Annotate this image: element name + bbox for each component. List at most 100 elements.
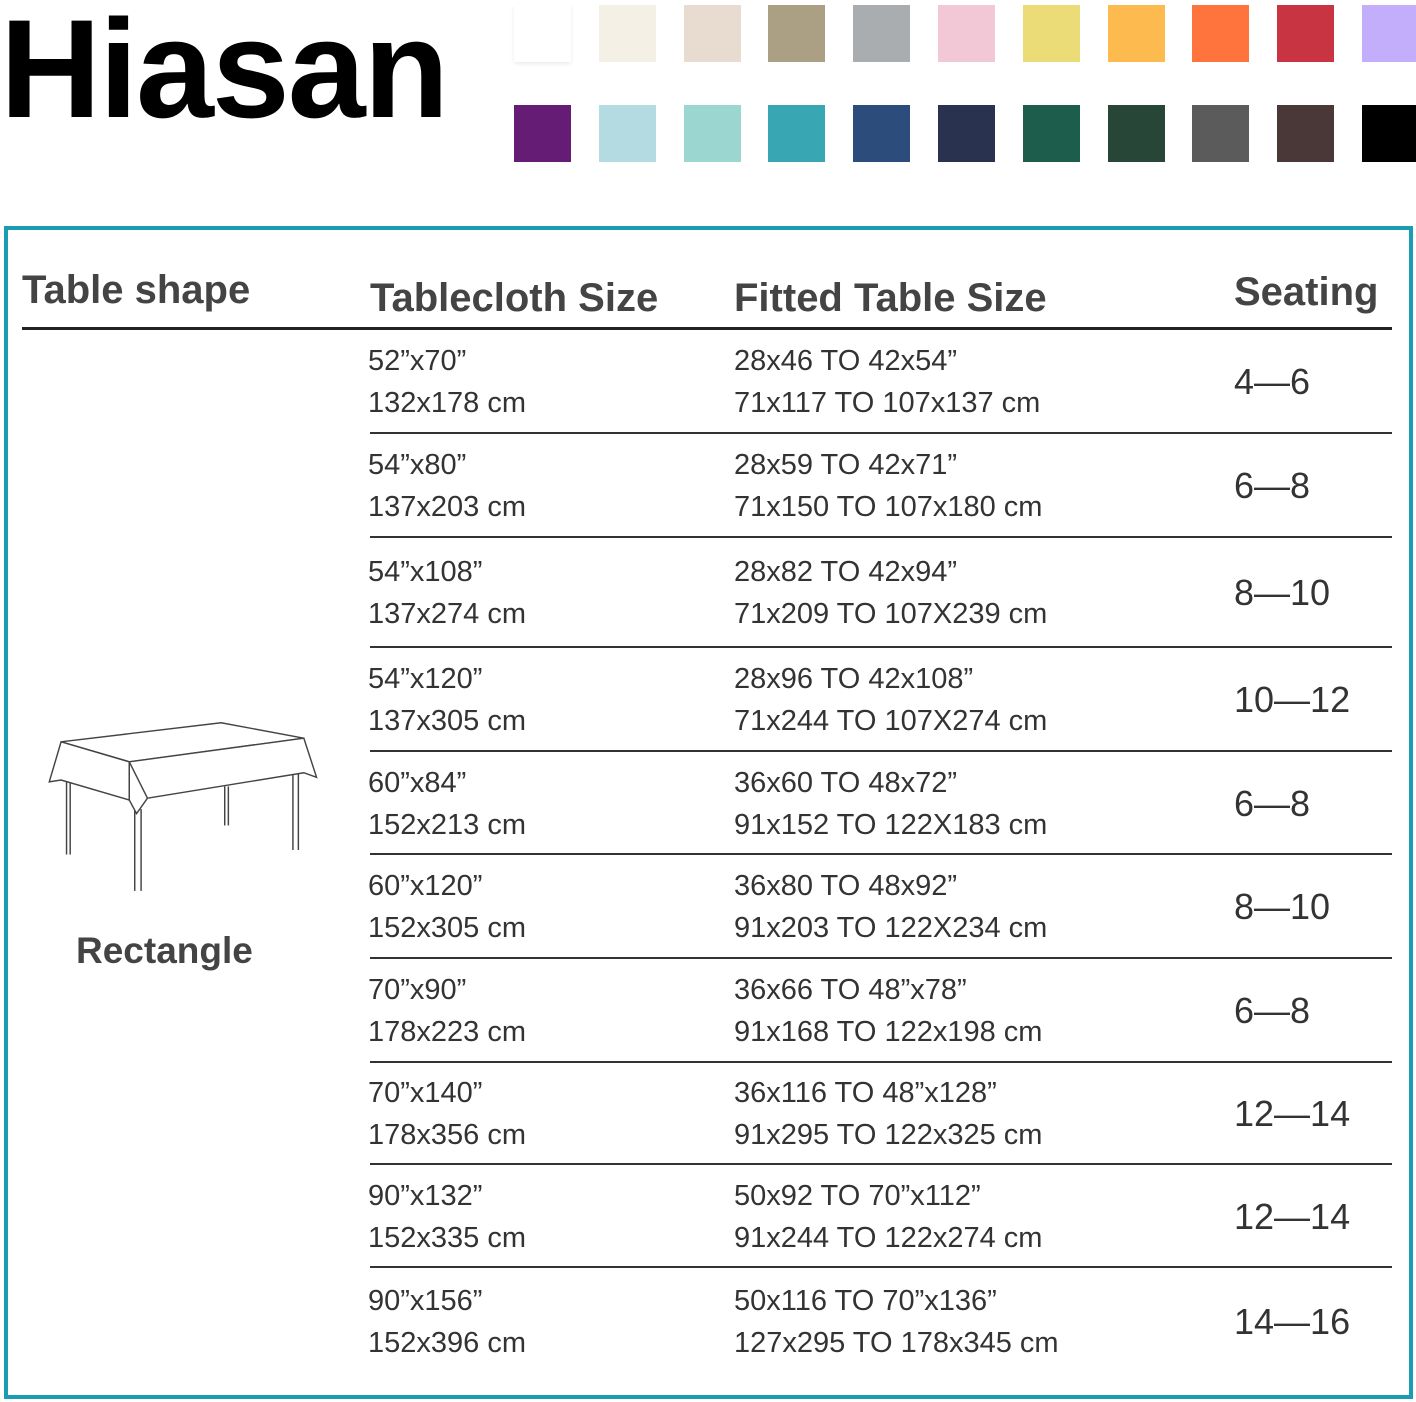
color-swatch xyxy=(938,5,995,62)
color-swatch xyxy=(768,5,826,62)
fitted-cm: 91x295 TO 122x325 cm xyxy=(734,1119,1043,1151)
fitted-cm: 127x295 TO 178x345 cm xyxy=(734,1326,1059,1359)
row-divider xyxy=(370,853,1392,855)
color-swatch xyxy=(1277,5,1335,62)
fitted-inches: 28x46 TO 42x54” xyxy=(734,345,958,377)
fitted-inches: 36x116 TO 48”x128” xyxy=(734,1077,997,1109)
size-cm: 152x396 cm xyxy=(368,1326,526,1359)
row-divider xyxy=(370,1061,1392,1063)
fitted-inches: 28x82 TO 42x94” xyxy=(734,556,958,588)
fitted-inches: 28x59 TO 42x71” xyxy=(734,449,958,481)
size-inches: 70”x90” xyxy=(368,974,467,1006)
size-cm: 137x305 cm xyxy=(368,705,526,737)
seating: 4—6 xyxy=(1234,361,1311,402)
fitted-cm: 91x152 TO 122X183 cm xyxy=(734,808,1048,841)
fitted-cm: 71x150 TO 107x180 cm xyxy=(734,491,1043,523)
color-swatch xyxy=(598,105,656,162)
size-inches: 54”x120” xyxy=(368,663,483,695)
shape-label: Rectangle xyxy=(76,930,253,971)
table-row: 60”x84” 152x213 cm 36x60 TO 48x72” 91x152 T… xyxy=(8,752,1408,855)
color-swatch xyxy=(1362,5,1416,62)
fitted-cm: 71x244 TO 107X274 cm xyxy=(734,705,1048,737)
fitted-table-size: 36x60 TO 48x72” 91x152 TO 122X183 cm xyxy=(734,762,1047,846)
size-inches: 54”x80” xyxy=(368,449,467,481)
seating: 6—8 xyxy=(1234,990,1311,1031)
fitted-inches: 36x66 TO 48”x78” xyxy=(734,974,967,1006)
size-inches: 90”x156” xyxy=(368,1284,483,1317)
table-row: 70”x140” 178x356 cm 36x116 TO 48”x128” 91x2… xyxy=(8,1063,1408,1165)
row-divider xyxy=(370,432,1392,434)
header-seating: Seating xyxy=(1234,270,1379,314)
size-inches: 54”x108” xyxy=(368,556,483,588)
fitted-inches: 36x80 TO 48x92” xyxy=(734,870,958,902)
fitted-table-size: 50x92 TO 70”x112” 91x244 TO 122x274 cm xyxy=(734,1175,1042,1259)
table-row: 90”x156” 152x396 cm 50x116 TO 70”x136” 127x… xyxy=(8,1268,1408,1375)
fitted-table-size: 28x82 TO 42x94” 71x209 TO 107X239 cm xyxy=(734,551,1047,635)
color-swatch xyxy=(853,5,911,62)
seating: 6—8 xyxy=(1234,465,1311,506)
tablecloth-size: 52”x70” 132x178 cm xyxy=(368,340,526,424)
size-cm: 132x178 cm xyxy=(368,387,526,419)
tablecloth-size: 54”x120” 137x305 cm xyxy=(368,658,526,742)
color-swatch xyxy=(1107,5,1165,62)
row-divider xyxy=(370,750,1392,752)
header-fitted-table-size: Fitted Table Size xyxy=(734,276,1047,320)
fitted-cm: 71x117 TO 107x137 cm xyxy=(734,387,1041,419)
color-swatch xyxy=(853,105,911,162)
color-swatch xyxy=(1192,105,1250,162)
fitted-table-size: 28x46 TO 42x54” 71x117 TO 107x137 cm xyxy=(734,340,1040,424)
size-cm: 178x356 cm xyxy=(368,1119,526,1151)
fitted-inches: 36x60 TO 48x72” xyxy=(734,766,958,799)
size-cm: 137x203 cm xyxy=(368,491,526,523)
fitted-table-size: 36x66 TO 48”x78” 91x168 TO 122x198 cm xyxy=(734,969,1042,1053)
fitted-table-size: 50x116 TO 70”x136” 127x295 TO 178x345 cm xyxy=(734,1280,1059,1364)
color-swatch xyxy=(1022,105,1080,162)
size-inches: 60”x84” xyxy=(368,766,467,799)
brand-logo: Hiasan xyxy=(0,0,449,147)
color-swatch xyxy=(768,105,826,162)
size-inches: 60”x120” xyxy=(368,870,483,902)
fitted-table-size: 28x59 TO 42x71” 71x150 TO 107x180 cm xyxy=(734,444,1042,528)
seating: 8—10 xyxy=(1234,886,1331,927)
header-divider xyxy=(22,327,1392,330)
fitted-cm: 91x168 TO 122x198 cm xyxy=(734,1016,1043,1048)
row-divider xyxy=(370,646,1392,648)
rectangle-table-icon xyxy=(48,721,318,891)
tablecloth-size: 54”x80” 137x203 cm xyxy=(368,444,526,528)
fitted-inches: 50x92 TO 70”x112” xyxy=(734,1179,981,1212)
seating: 14—16 xyxy=(1234,1300,1351,1342)
size-inches: 70”x140” xyxy=(368,1077,483,1109)
size-cm: 137x274 cm xyxy=(368,598,526,630)
seating: 12—14 xyxy=(1234,1195,1351,1237)
fitted-inches: 50x116 TO 70”x136” xyxy=(734,1284,997,1317)
seating: 12—14 xyxy=(1234,1093,1351,1134)
table-row: 54”x108” 137x274 cm 28x82 TO 42x94” 71x209 … xyxy=(8,538,1408,648)
row-divider xyxy=(370,957,1392,959)
header-tablecloth-size: Tablecloth Size xyxy=(370,276,659,320)
header-table-shape: Table shape xyxy=(22,268,251,312)
fitted-table-size: 36x80 TO 48x92” 91x203 TO 122X234 cm xyxy=(734,865,1047,949)
table-row: 60”x120” 152x305 cm 36x80 TO 48x92” 91x203 … xyxy=(8,855,1408,959)
fitted-cm: 91x203 TO 122X234 cm xyxy=(734,912,1048,944)
fitted-cm: 91x244 TO 122x274 cm xyxy=(734,1221,1043,1254)
table-row: 90”x132” 152x335 cm 50x92 TO 70”x112” 91x24… xyxy=(8,1165,1408,1268)
fitted-table-size: 28x96 TO 42x108” 71x244 TO 107X274 cm xyxy=(734,658,1047,742)
color-swatch xyxy=(1192,5,1250,62)
tablecloth-size: 90”x156” 152x396 cm xyxy=(368,1280,526,1364)
table-row: 70”x90” 178x223 cm 36x66 TO 48”x78” 91x168 … xyxy=(8,959,1408,1063)
table-row: 54”x80” 137x203 cm 28x59 TO 42x71” 71x150 T… xyxy=(8,434,1408,538)
tablecloth-size: 70”x140” 178x356 cm xyxy=(368,1072,526,1156)
seating: 8—10 xyxy=(1234,572,1331,613)
tablecloth-size: 90”x132” 152x335 cm xyxy=(368,1175,526,1259)
size-cm: 152x335 cm xyxy=(368,1221,526,1254)
size-inches: 52”x70” xyxy=(368,345,467,377)
color-swatch xyxy=(1022,5,1080,62)
table-row: 54”x120” 137x305 cm 28x96 TO 42x108” 71x244… xyxy=(8,648,1408,752)
color-swatch xyxy=(683,105,741,162)
color-swatch xyxy=(514,5,571,62)
size-cm: 178x223 cm xyxy=(368,1016,526,1048)
color-swatch xyxy=(683,5,741,62)
seating: 6—8 xyxy=(1234,782,1311,824)
color-swatch xyxy=(938,105,995,162)
tablecloth-size: 70”x90” 178x223 cm xyxy=(368,969,526,1053)
